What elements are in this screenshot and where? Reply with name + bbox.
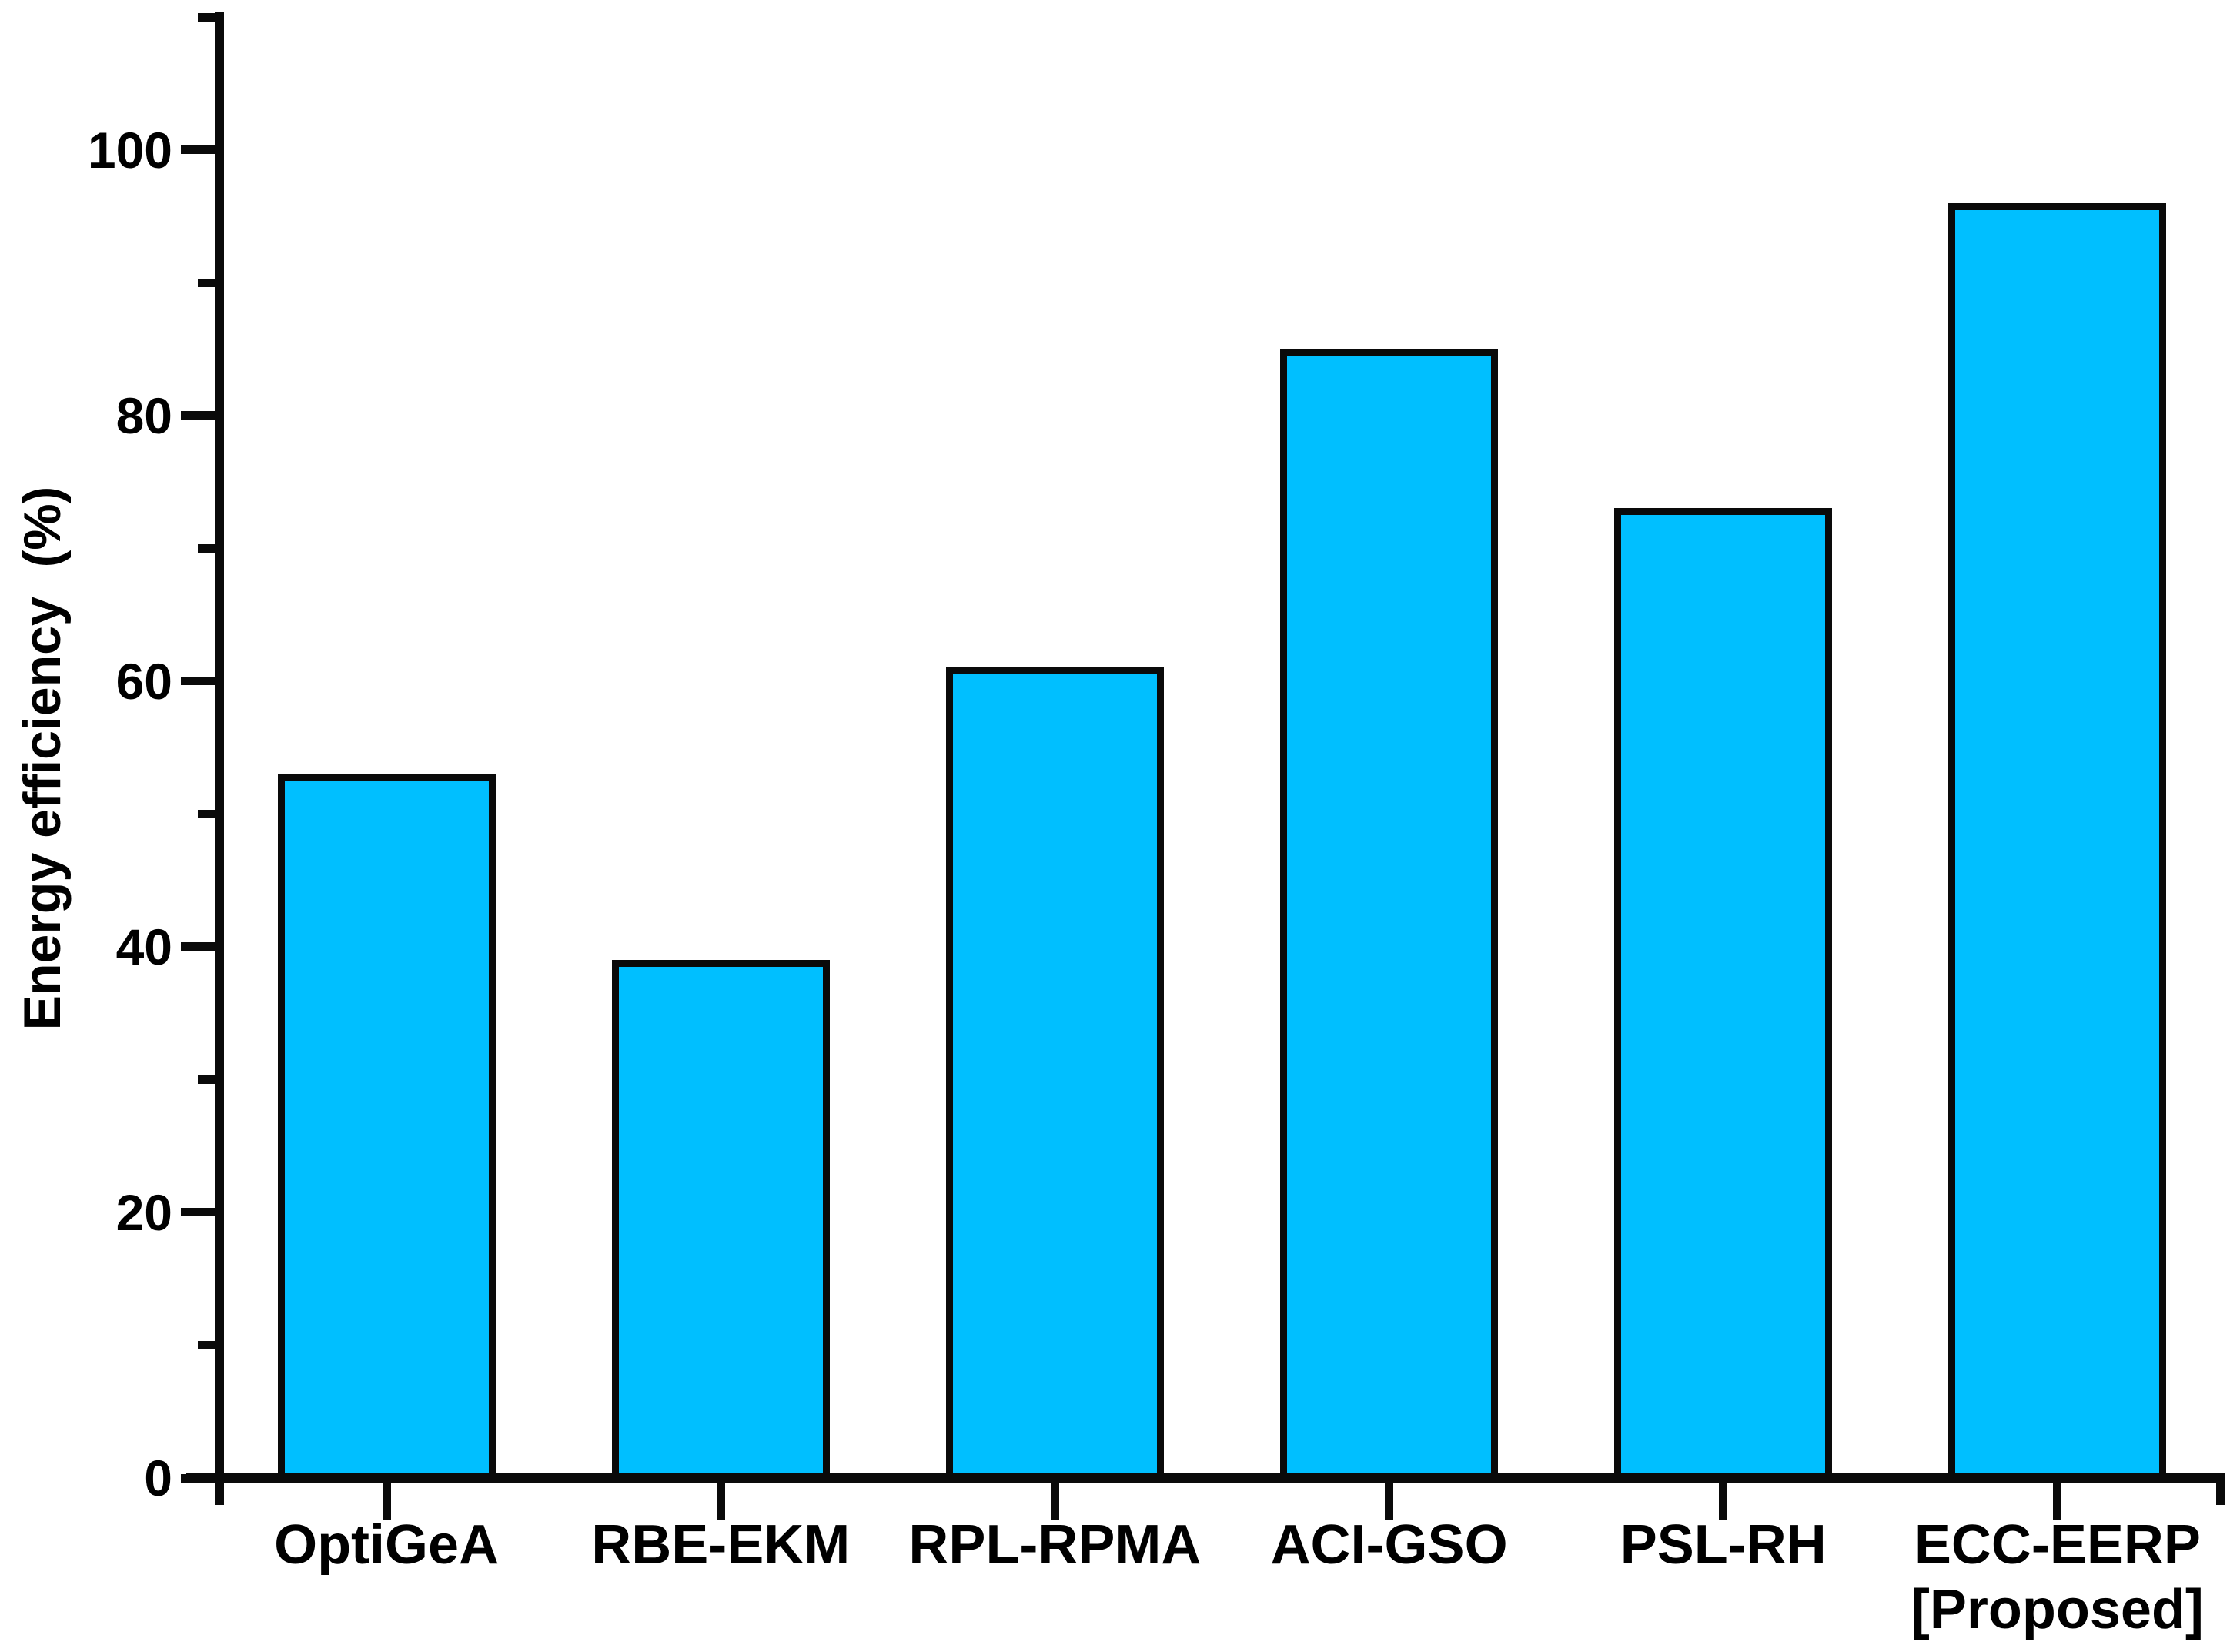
x-axis-end-tick: [2216, 1478, 2225, 1505]
y-major-tick-40: [181, 942, 215, 951]
x-category-label-line: PSL-RH: [1620, 1514, 1827, 1576]
y-axis-line: [215, 12, 224, 1505]
y-tick-label-60: 60: [115, 652, 172, 710]
x-tick-5: [1719, 1478, 1728, 1520]
x-tick-1: [382, 1478, 391, 1520]
x-tick-3: [1050, 1478, 1059, 1520]
y-minor-tick-70: [198, 543, 215, 553]
y-tick-label-0: 0: [144, 1450, 172, 1507]
y-tick-label-20: 20: [115, 1183, 172, 1241]
bar-rpl-rpma: [945, 667, 1164, 1483]
x-category-label: ECC-EERP [Proposed]: [1842, 1513, 2240, 1642]
y-minor-tick-30: [198, 1075, 215, 1084]
x-category-label-line: ACI-GSO: [1270, 1514, 1508, 1576]
y-major-tick-100: [181, 145, 215, 155]
x-category-label: ACI-GSO: [1174, 1513, 1605, 1577]
x-category-label: RPL-RPMA: [839, 1513, 1270, 1577]
y-minor-tick-50: [198, 809, 215, 818]
bar-aci-gso: [1280, 349, 1499, 1483]
y-major-tick-0: [181, 1473, 215, 1483]
bar-optigea: [277, 774, 496, 1483]
x-category-label-line: RPL-RPMA: [908, 1514, 1202, 1576]
bar-psl-rh: [1614, 508, 1833, 1483]
x-tick-4: [1385, 1478, 1394, 1520]
x-tick-2: [716, 1478, 725, 1520]
y-major-tick-20: [181, 1208, 215, 1217]
x-category-label: OptiGeA: [171, 1513, 602, 1577]
x-category-label: RBE-EKM: [505, 1513, 936, 1577]
bar-ecc-eerp-proposed-: [1948, 202, 2167, 1483]
x-tick-6: [2053, 1478, 2062, 1520]
x-category-label: PSL-RH: [1508, 1513, 1939, 1577]
x-axis-line: [186, 1473, 2225, 1483]
y-major-tick-60: [181, 677, 215, 686]
y-minor-tick-110: [198, 12, 215, 22]
y-minor-tick-90: [198, 278, 215, 287]
y-tick-label-80: 80: [115, 386, 172, 444]
x-category-label-line: RBE-EKM: [591, 1514, 851, 1576]
x-category-label-line: [Proposed]: [1911, 1579, 2204, 1640]
y-minor-tick-10: [198, 1340, 215, 1349]
y-tick-label-40: 40: [115, 918, 172, 975]
y-major-tick-80: [181, 411, 215, 420]
bar-rbe-ekm: [611, 960, 830, 1483]
y-tick-label-100: 100: [87, 121, 172, 179]
x-category-label-line: OptiGeA: [274, 1514, 500, 1576]
x-category-label-line: ECC-EERP: [1914, 1514, 2201, 1576]
